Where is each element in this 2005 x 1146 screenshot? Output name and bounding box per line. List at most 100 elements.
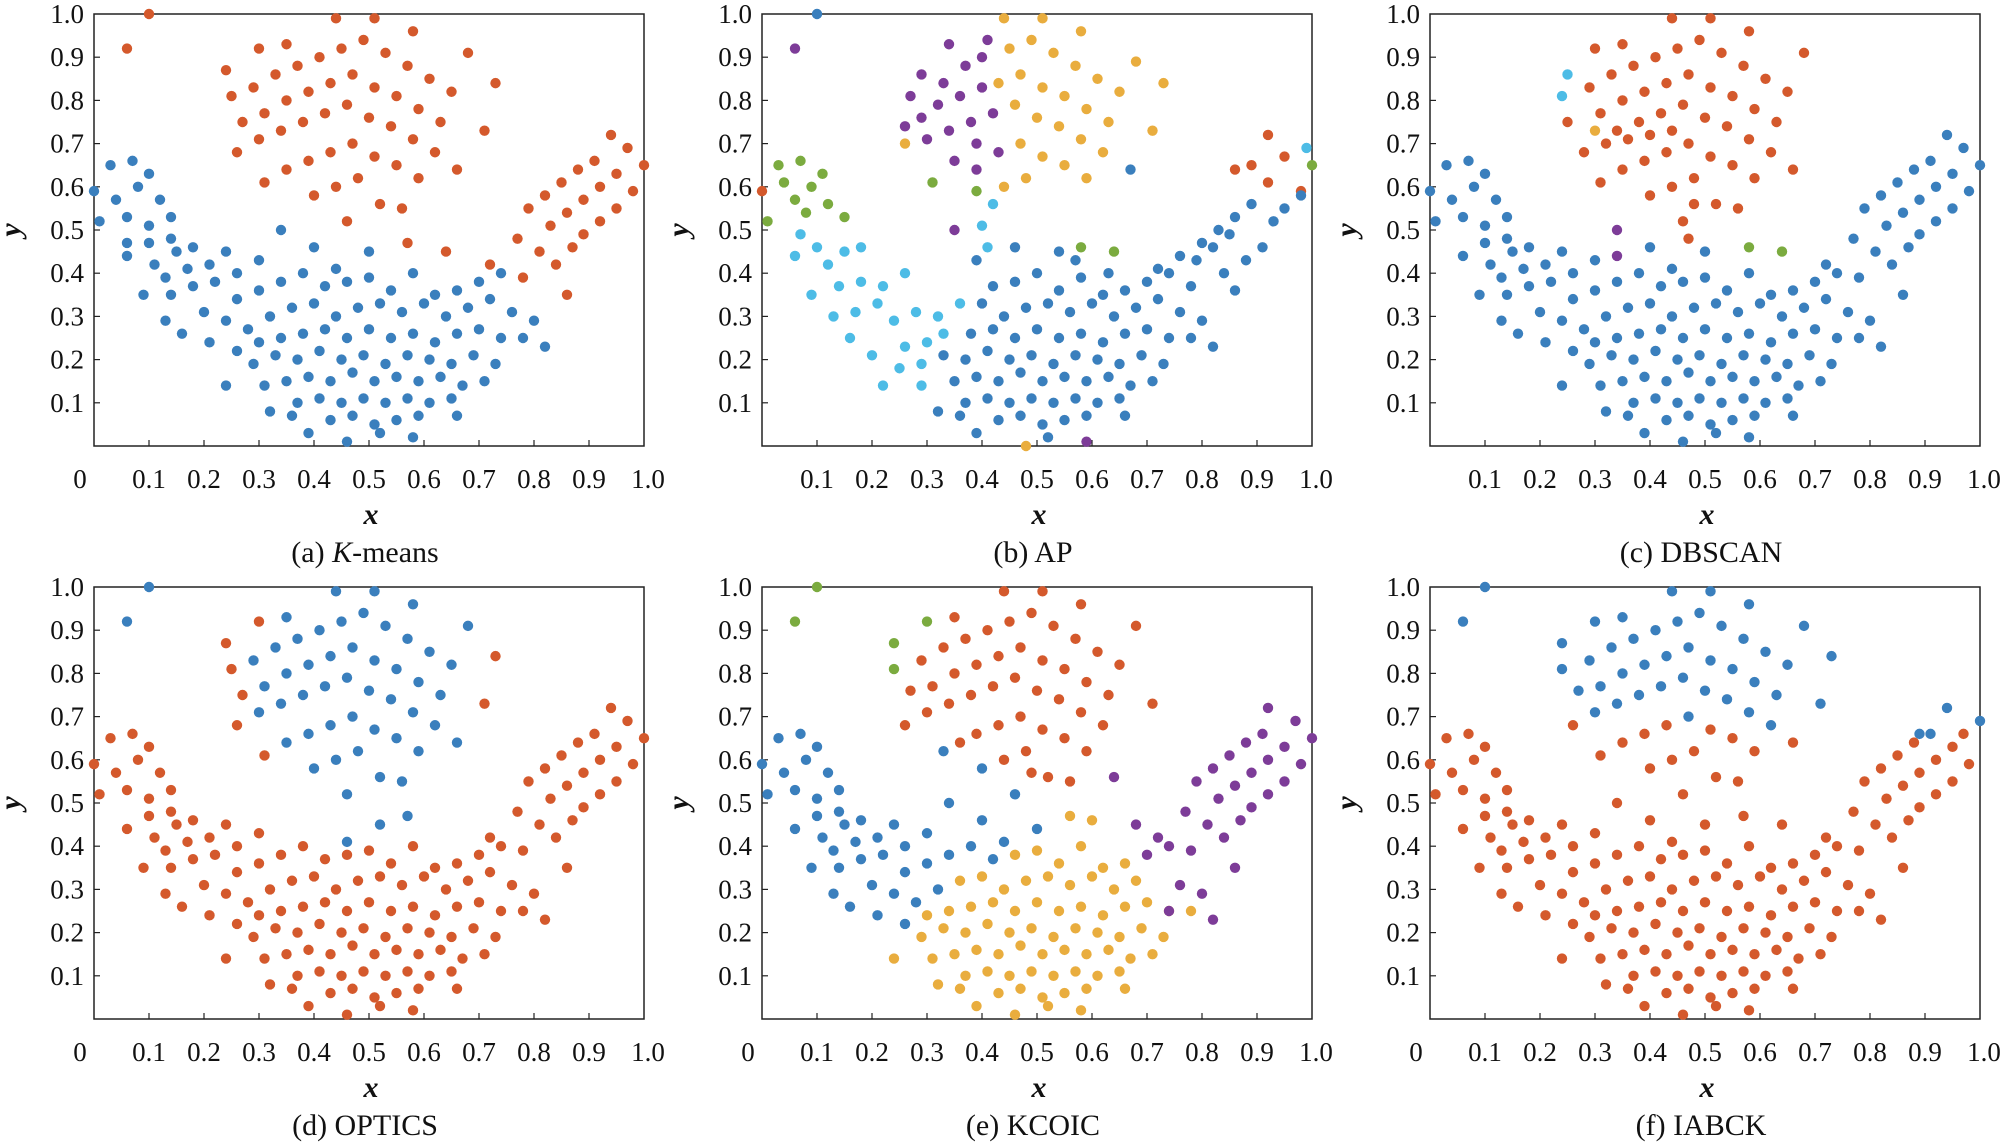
data-point	[1479, 168, 1491, 180]
y-tick-label: 0.6	[718, 172, 752, 202]
data-point	[866, 350, 878, 361]
x-tick-label: 0.2	[1523, 464, 1557, 494]
data-point	[132, 181, 144, 192]
data-point	[1501, 211, 1513, 223]
data-point	[1875, 763, 1887, 774]
x-tick-label: 1.0	[1299, 464, 1333, 494]
data-point	[1749, 172, 1760, 184]
data-point	[1075, 328, 1087, 339]
x-tick-label: 0.1	[132, 1037, 166, 1067]
y-tick-label: 0.7	[1386, 129, 1420, 159]
data-point	[347, 983, 358, 994]
data-point	[1765, 910, 1777, 921]
y-tick-label: 0.5	[1386, 215, 1420, 245]
data-point	[1705, 655, 1716, 666]
data-point	[1279, 151, 1290, 162]
data-point	[1075, 242, 1087, 253]
data-point	[1070, 393, 1081, 404]
data-point	[1081, 376, 1092, 387]
data-point	[176, 901, 188, 912]
data-point	[1930, 181, 1942, 192]
data-point	[336, 970, 347, 981]
data-point	[1158, 931, 1169, 943]
panel-caption: (b) AP	[993, 536, 1072, 569]
data-point	[253, 134, 265, 145]
data-point	[275, 849, 287, 861]
data-point	[811, 242, 823, 253]
data-point	[839, 211, 850, 223]
data-point	[1009, 99, 1021, 110]
data-point	[341, 789, 353, 800]
x-tick-label: 0.8	[1853, 1037, 1887, 1067]
data-point	[297, 268, 309, 279]
y-tick-label: 0.1	[50, 961, 84, 991]
data-point	[413, 376, 424, 387]
data-point	[877, 280, 889, 292]
data-point	[1262, 754, 1274, 765]
data-point	[1026, 607, 1037, 619]
data-point	[943, 905, 955, 917]
y-tick-label: 1.0	[718, 573, 752, 602]
data-point	[1229, 862, 1241, 873]
data-point	[976, 815, 988, 826]
data-point	[1037, 992, 1048, 1003]
data-point	[220, 64, 232, 76]
data-point	[297, 841, 309, 852]
data-point	[1578, 147, 1590, 158]
data-point	[982, 345, 993, 357]
x-tick-label: 0.1	[1468, 1037, 1502, 1067]
data-point	[971, 185, 982, 197]
data-point	[1771, 371, 1782, 383]
data-point	[330, 884, 342, 895]
data-point	[220, 819, 232, 830]
data-point	[1617, 39, 1628, 50]
data-point	[789, 43, 801, 54]
caption-prefix: (a)	[291, 536, 332, 569]
panel-caption: (a) K-means	[291, 536, 438, 569]
data-point	[1523, 815, 1535, 826]
data-point	[121, 237, 133, 249]
data-point	[567, 242, 578, 253]
data-point	[1556, 819, 1568, 830]
data-point	[976, 52, 988, 63]
data-point	[484, 293, 496, 305]
data-point	[1705, 949, 1716, 960]
data-point	[220, 380, 232, 391]
x-tick-label: 0.5	[1688, 464, 1722, 494]
data-point	[325, 987, 336, 999]
data-point	[1595, 108, 1606, 119]
x-axis-label: x	[1031, 1071, 1047, 1104]
data-point	[358, 607, 369, 619]
data-point	[1097, 910, 1109, 921]
data-point	[1721, 694, 1733, 705]
data-point	[204, 832, 215, 843]
data-point	[1672, 616, 1683, 627]
data-point	[1655, 853, 1667, 865]
data-point	[976, 220, 988, 231]
data-point	[949, 949, 960, 960]
data-point	[998, 13, 1010, 24]
data-point	[1826, 931, 1837, 943]
data-point	[1114, 966, 1125, 977]
data-point	[1820, 832, 1832, 843]
y-tick-label: 0.7	[50, 129, 84, 159]
data-point	[910, 306, 922, 318]
data-point	[462, 875, 474, 886]
data-point	[971, 427, 982, 439]
data-point	[105, 160, 116, 171]
data-point	[308, 298, 320, 309]
data-point	[1147, 698, 1158, 709]
data-point	[391, 733, 402, 744]
data-point	[451, 858, 463, 869]
data-point	[1053, 905, 1065, 917]
data-point	[121, 250, 133, 262]
data-point	[1710, 771, 1722, 783]
data-point	[921, 828, 933, 839]
data-point	[1941, 129, 1953, 141]
data-point	[894, 363, 905, 374]
data-point	[209, 849, 221, 861]
data-point	[1760, 970, 1771, 981]
data-point	[446, 358, 457, 370]
data-point	[424, 927, 435, 938]
data-point	[1026, 923, 1037, 934]
